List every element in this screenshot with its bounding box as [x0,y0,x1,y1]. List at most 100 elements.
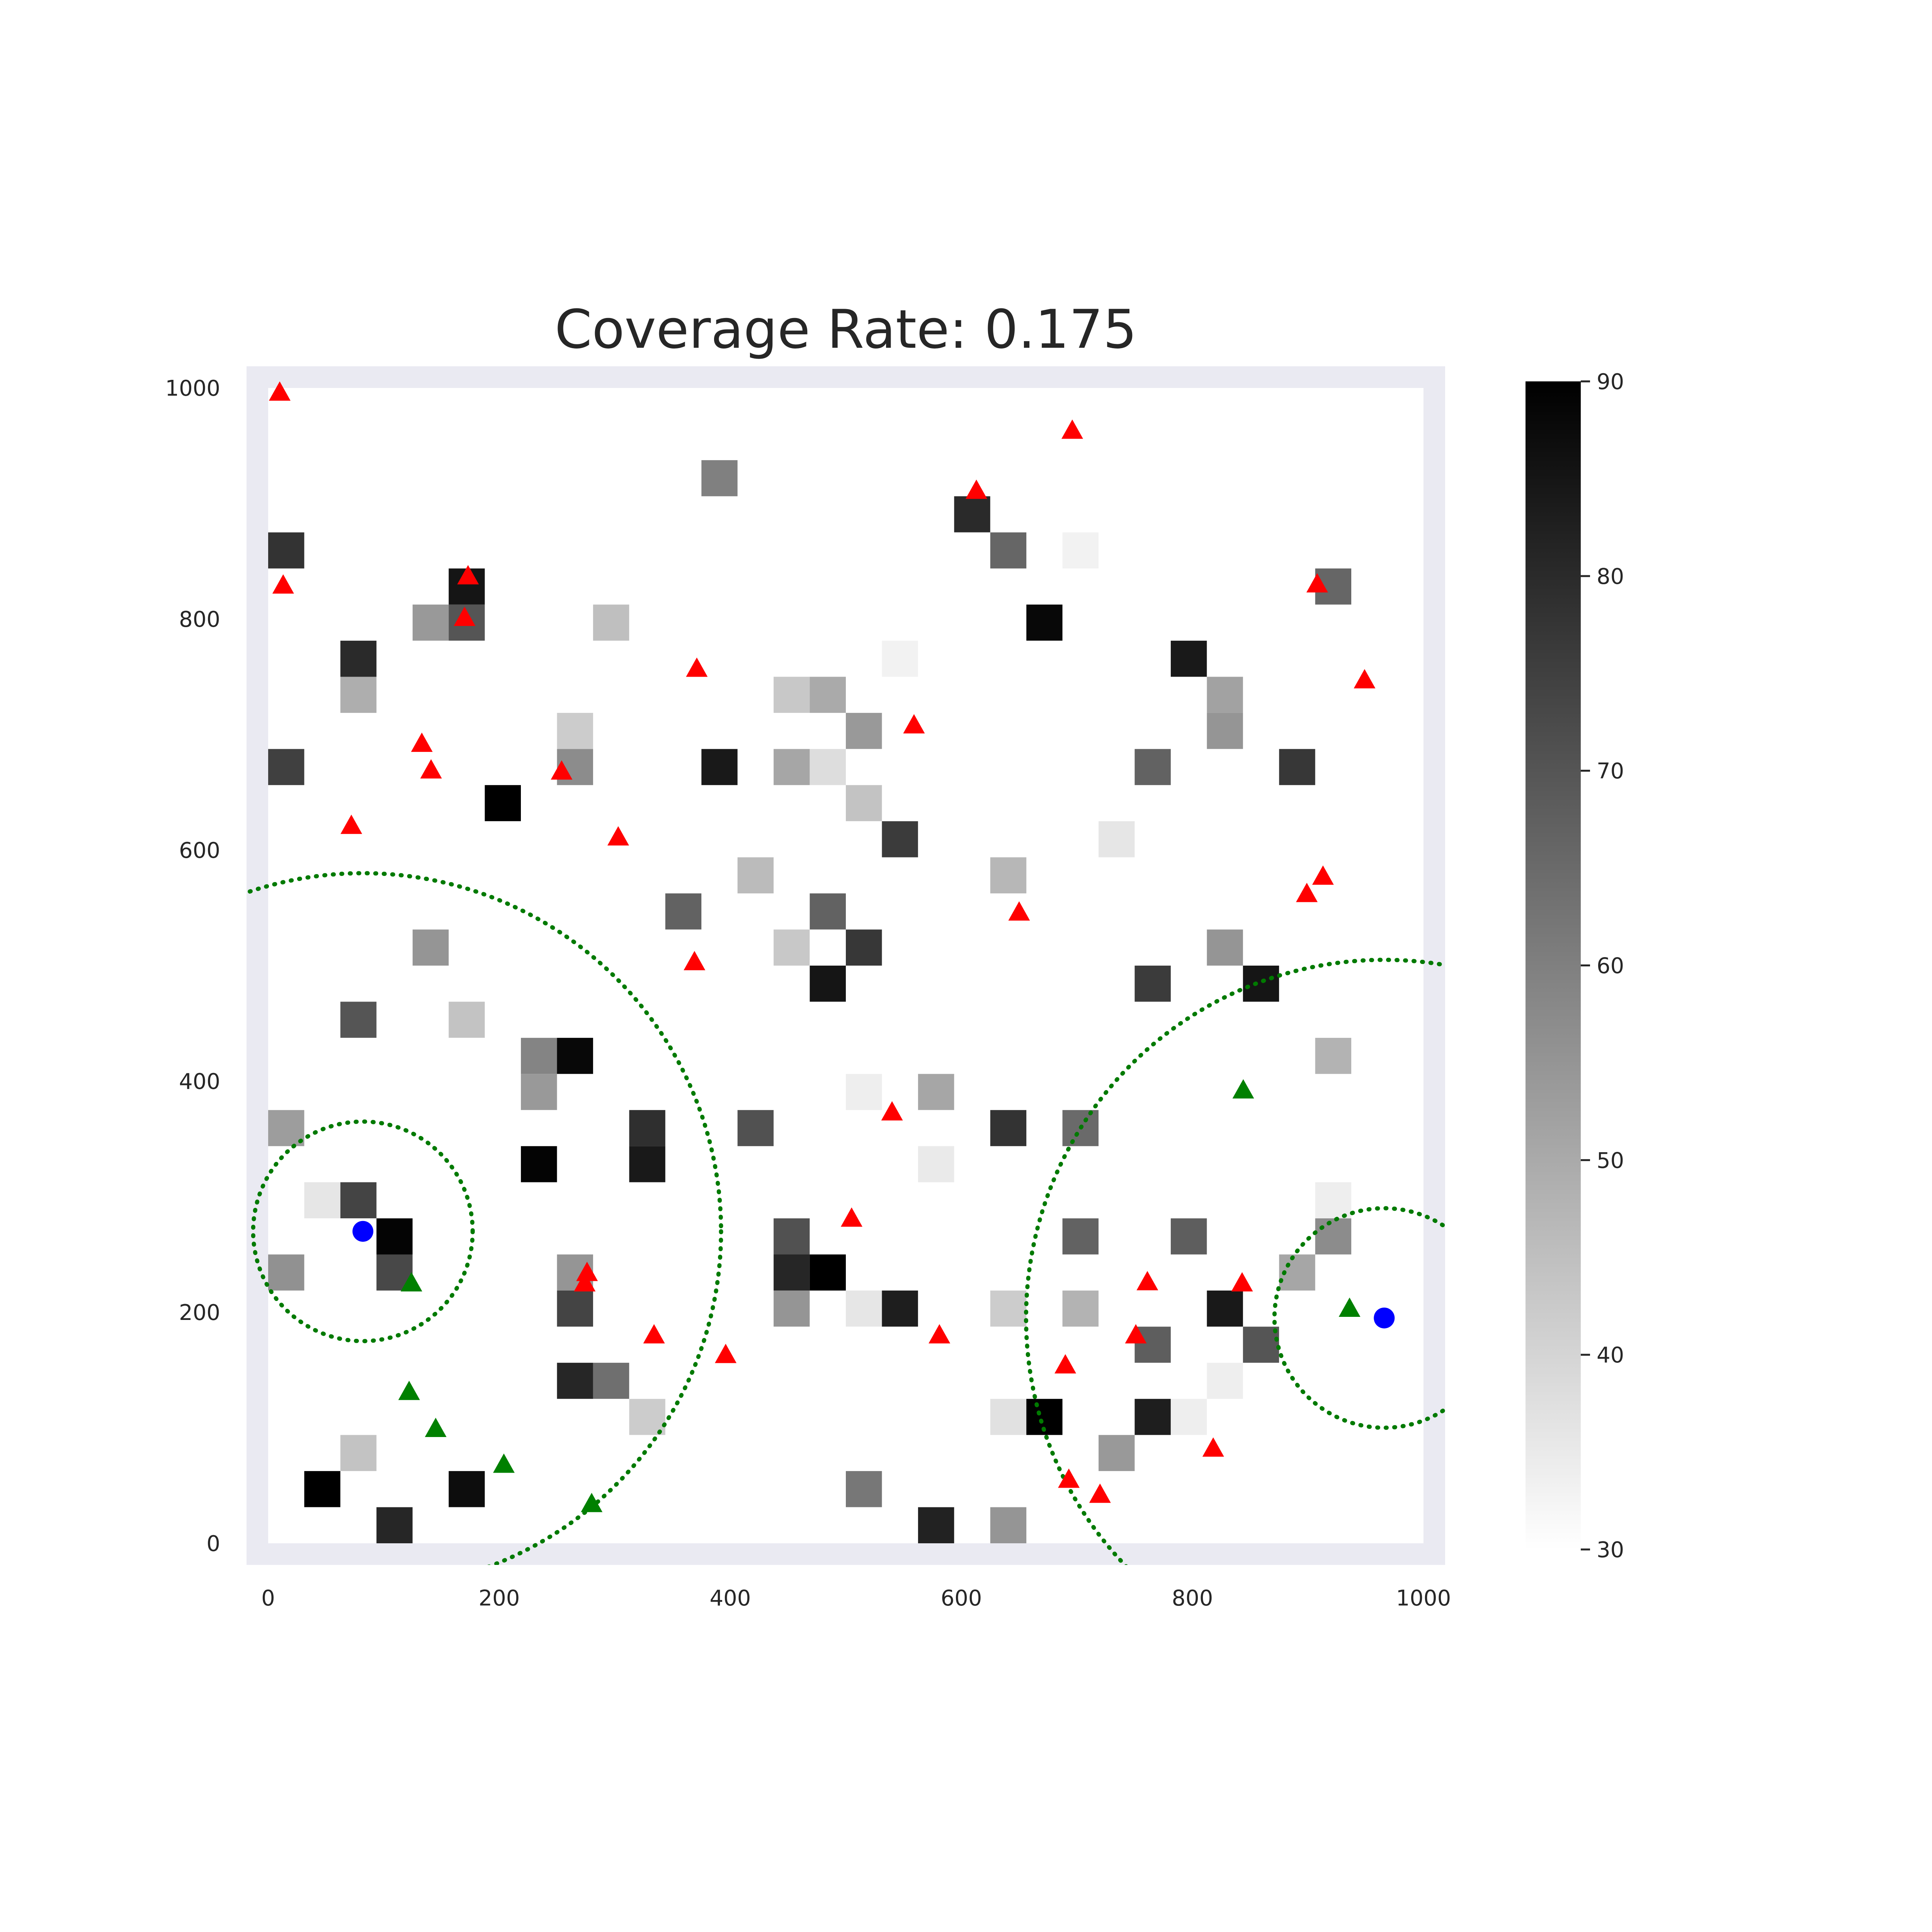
heatmap-cell [340,677,377,713]
heatmap-cell [376,1218,413,1255]
heatmap-cell [268,1254,304,1291]
uncovered-point-marker [1061,419,1083,439]
heatmap-cell [1062,1218,1099,1255]
heatmap-cell [810,893,846,930]
heatmap-cell [1207,929,1243,966]
colorbar-ticks: 30 40 50 60 70 80 90 [1581,369,1624,1563]
heatmap-cell [593,1362,629,1399]
heatmap-cell [846,1074,882,1110]
heatmap-cell [485,785,521,821]
heatmap-cell [665,893,702,930]
covered-point-marker [1338,1298,1361,1317]
heatmap-cell [557,1037,593,1074]
covered-point-marker [400,1272,422,1292]
heatmap-cell [268,1110,304,1146]
coverage-circle [1272,1206,1445,1430]
y-tick-label: 400 [179,1069,220,1094]
heatmap-cell [990,1507,1027,1543]
x-tick-label: 400 [710,1586,751,1611]
heatmap-cell [1170,1218,1207,1255]
heatmap-cell [593,604,629,641]
colorbar-tick-label: 60 [1597,954,1624,979]
heatmap-cell [1207,1290,1243,1327]
y-tick-label: 1000 [165,376,220,401]
coverage-circle [247,871,723,1565]
heatmap-cell [1134,1327,1171,1363]
uncovered-point-marker [903,714,925,734]
uncovered-point-marker [269,381,291,401]
heatmap-cell [1099,821,1135,857]
heatmap-cell [810,966,846,1002]
heatmap-cell [449,1002,485,1038]
uncovered-point-marker [1058,1468,1080,1488]
x-tick-label: 600 [941,1586,982,1611]
heatmap-cell [846,1471,882,1507]
heatmap-cell [376,1507,413,1543]
heatmap-cell [1134,1399,1171,1435]
uncovered-point-marker [1354,669,1376,689]
uncovered-point-marker [272,574,294,594]
uncovered-point-marker [574,1272,596,1292]
heatmap-cell [882,641,918,677]
heatmap-cell [521,1037,557,1074]
colorbar-tick-label: 90 [1597,369,1624,395]
heatmap-cell [810,749,846,785]
colorbar-tick-label: 50 [1597,1148,1624,1173]
heatmap-cell [701,460,738,497]
covered-point-marker [493,1453,515,1473]
axis-ticks: 0 200 400 600 800 1000 0 200 400 600 800 1000 [165,376,1451,1611]
y-tick-label: 800 [179,607,220,632]
heatmap-cell [1279,749,1315,785]
heatmap-cell [774,929,810,966]
heatmap-cell [846,1290,882,1327]
uncovered-point-marker [715,1344,737,1363]
heatmap-cell [340,1182,377,1218]
uncovered-point-marker [840,1207,862,1227]
x-tick-label: 200 [479,1586,520,1611]
uncovered-point-marker [881,1101,903,1121]
point-markers [269,381,1395,1512]
heatmap-cell [1062,1290,1099,1327]
x-tick-label: 1000 [1396,1586,1451,1611]
uncovered-point-marker [684,951,706,971]
uncovered-point-marker [340,815,362,834]
heatmap-cell [1315,1037,1352,1074]
heatmap-cell [449,1471,485,1507]
y-tick-label: 600 [179,838,220,863]
uncovered-point-marker [643,1324,665,1344]
heatmap-cell [1243,1327,1279,1363]
covered-point-marker [1232,1079,1254,1099]
heatmap-cell [268,532,304,569]
heatmap-cell [629,1399,665,1435]
uncovered-point-marker [929,1324,951,1344]
heatmap-cell [737,857,774,894]
heatmap-cell [990,1290,1027,1327]
chart-title: Coverage Rate: 0.175 [555,298,1137,361]
uncovered-point-marker [1231,1272,1253,1292]
y-tick-label: 0 [206,1531,220,1556]
heatmap-cell [304,1471,340,1507]
heatmap-cell [990,857,1027,894]
heatmap-cell [846,785,882,821]
heatmap-cell [557,1362,593,1399]
heatmap-cell [882,1290,918,1327]
heatmap-cell [954,496,990,532]
uncovered-point-marker [686,657,708,677]
heatmap-cell [412,929,449,966]
heatmap-cell [629,1110,665,1146]
uncovered-point-marker [1312,865,1334,885]
colorbar-tick-label: 30 [1597,1537,1624,1563]
heatmap-cell [304,1182,340,1218]
colorbar-tick-label: 70 [1597,759,1624,784]
uncovered-point-marker [576,1262,598,1281]
uncovered-point-marker [1089,1483,1111,1503]
heatmap-cell [1134,749,1171,785]
y-tick-label: 200 [179,1300,220,1325]
uncovered-point-marker [1306,573,1328,593]
uncovered-point-marker [607,826,629,846]
uncovered-point-marker [1054,1354,1077,1374]
heatmap-cell [810,677,846,713]
heatmap-cell [774,1290,810,1327]
heatmap-cell [1170,641,1207,677]
